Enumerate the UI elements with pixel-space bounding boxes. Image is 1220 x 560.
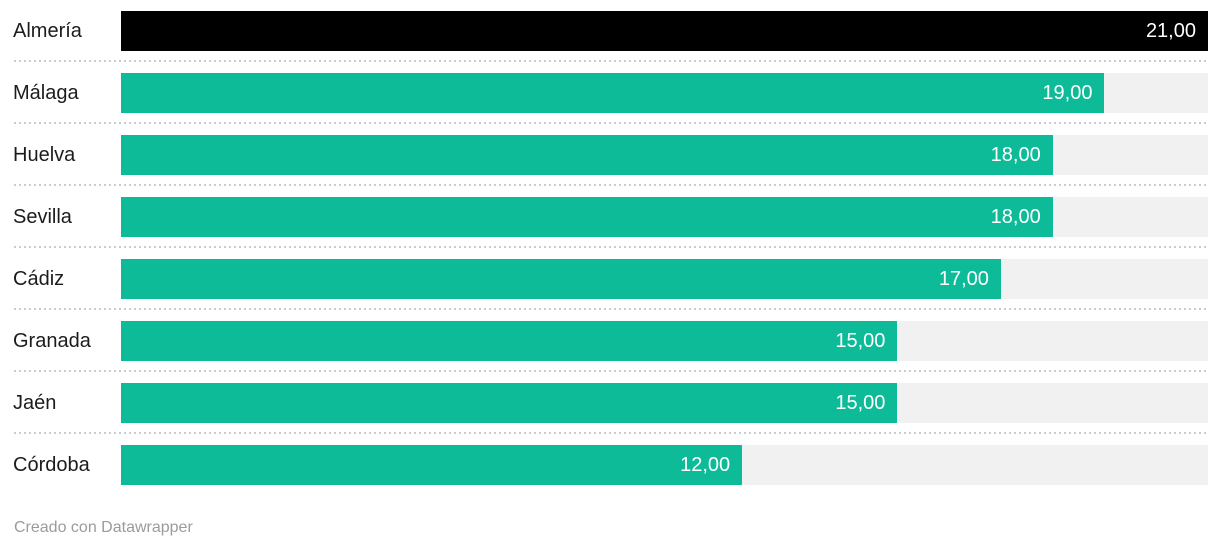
value-label: 15,00	[835, 391, 886, 414]
category-label: Jaén	[13, 391, 57, 414]
category-label: Córdoba	[13, 453, 90, 476]
bar: 15,00	[121, 383, 898, 423]
datawrapper-credit-link[interactable]: Creado con Datawrapper	[14, 519, 193, 536]
chart-row: Almería 21,00	[0, 0, 1220, 62]
bar: 18,00	[121, 197, 1053, 237]
chart-row: Málaga 19,00	[0, 62, 1220, 124]
bar: 12,00	[121, 445, 743, 485]
chart-footer: Creado con Datawrapper	[0, 519, 1220, 537]
value-label: 15,00	[835, 329, 886, 352]
value-label: 12,00	[680, 453, 731, 476]
chart-row: Córdoba 12,00	[0, 434, 1220, 496]
value-label: 21,00	[1145, 19, 1196, 42]
bar-track: 18,00	[121, 135, 1208, 175]
bar: 21,00	[121, 11, 1208, 51]
chart-row: Huelva 18,00	[0, 124, 1220, 186]
bar-track: 19,00	[121, 73, 1208, 113]
value-label: 19,00	[1042, 81, 1093, 104]
bar: 15,00	[121, 321, 898, 361]
bar: 18,00	[121, 135, 1053, 175]
value-label: 17,00	[938, 267, 989, 290]
bar-track: 17,00	[121, 259, 1208, 299]
chart-row: Granada 15,00	[0, 310, 1220, 372]
bar-track: 18,00	[121, 197, 1208, 237]
category-label: Almería	[13, 19, 82, 42]
category-label: Huelva	[13, 143, 76, 166]
bar-track: 21,00	[121, 11, 1208, 51]
chart-row: Jaén 15,00	[0, 372, 1220, 434]
bar-track: 12,00	[121, 445, 1208, 485]
chart-row: Cádiz 17,00	[0, 248, 1220, 310]
category-label: Granada	[13, 329, 91, 352]
chart-row: Sevilla 18,00	[0, 186, 1220, 248]
value-label: 18,00	[990, 143, 1041, 166]
category-label: Cádiz	[13, 267, 65, 290]
value-label: 18,00	[990, 205, 1041, 228]
bar-chart: Almería 21,00 Málaga 19,00 Huelva 18,00 Sevill…	[0, 0, 1220, 537]
category-label: Málaga	[13, 81, 79, 104]
bar-track: 15,00	[121, 383, 1208, 423]
bar-track: 15,00	[121, 321, 1208, 361]
chart-rows: Almería 21,00 Málaga 19,00 Huelva 18,00 Sevill…	[0, 0, 1220, 496]
bar: 19,00	[121, 73, 1105, 113]
bar: 17,00	[121, 259, 1001, 299]
category-label: Sevilla	[13, 205, 72, 228]
